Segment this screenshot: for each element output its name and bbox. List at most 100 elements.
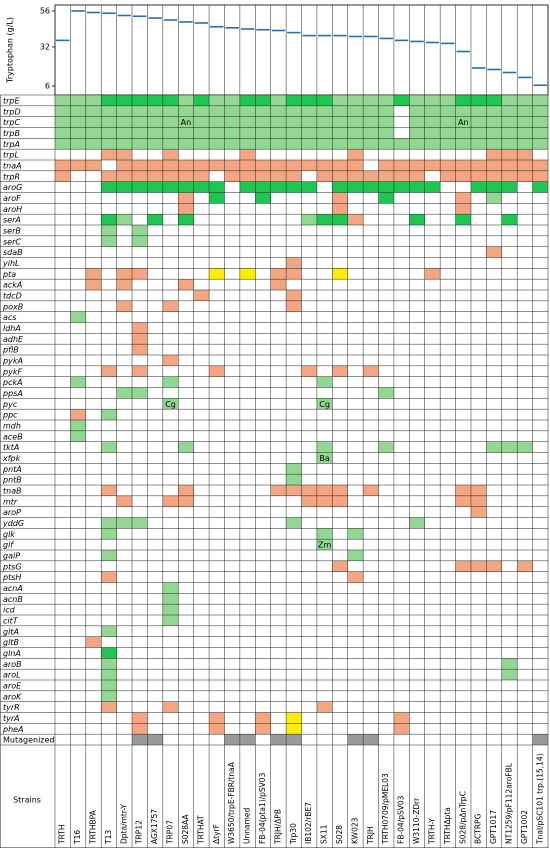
cell (255, 181, 271, 193)
cell (517, 95, 533, 106)
gene-label: ptsH (2, 573, 21, 582)
gene-label: citT (3, 616, 19, 625)
cell (101, 365, 117, 377)
cell (301, 495, 317, 507)
strain-label: TRJH/ΔPB (273, 809, 282, 845)
cell (517, 560, 533, 572)
cell (132, 268, 148, 280)
cell (178, 192, 194, 204)
cell (316, 127, 333, 139)
cell (517, 441, 533, 453)
cell (239, 95, 256, 106)
gene-label: trpA (3, 140, 20, 149)
cell (455, 214, 471, 225)
cell (470, 127, 487, 139)
cell (301, 138, 317, 150)
gene-label: pntB (2, 476, 22, 485)
strain-label: NT1259/pF112aroFBL (504, 762, 513, 844)
cell (162, 95, 179, 106)
gene-label: ackA (3, 281, 22, 290)
cell (470, 160, 487, 171)
strains-label: Strains (13, 796, 41, 805)
cell (224, 116, 240, 128)
cell (101, 669, 117, 680)
strain-label: S028AA (181, 814, 190, 844)
cell (224, 170, 240, 182)
y-axis-label: Tryptophan (g/L) (6, 17, 15, 84)
cell (132, 734, 148, 745)
cell (332, 203, 348, 215)
cell (347, 734, 364, 745)
cell (286, 290, 302, 301)
cell (470, 170, 487, 182)
strain-label: Dpta/mtr-Y (119, 804, 128, 844)
cell (332, 214, 348, 225)
cell (132, 116, 148, 128)
cell (486, 246, 502, 258)
cell (486, 116, 502, 128)
cell (147, 95, 163, 106)
cell (101, 225, 117, 236)
cell (116, 268, 133, 280)
cell (132, 105, 148, 117)
cell (209, 105, 225, 117)
cell (147, 170, 163, 182)
cell (316, 398, 333, 410)
cell (409, 105, 425, 117)
cell (116, 181, 133, 193)
cell (193, 170, 210, 182)
cell (347, 181, 364, 193)
cell (440, 138, 456, 150)
cell (455, 495, 471, 507)
cell (101, 149, 117, 160)
cell (347, 571, 364, 583)
gene-label: ppsA (2, 389, 23, 398)
cell (393, 160, 410, 171)
cell (255, 105, 271, 117)
cell (363, 95, 379, 106)
cell (224, 95, 240, 106)
gene-label: xfpk (2, 454, 21, 463)
cell (517, 116, 533, 128)
cell-note: Cg (165, 400, 176, 409)
cell (409, 181, 425, 193)
cell (101, 680, 117, 691)
cell (409, 95, 425, 106)
cell (162, 300, 179, 312)
cell (101, 701, 117, 713)
strain-label: KW023 (350, 817, 359, 844)
cell (178, 170, 194, 182)
cell-note: Zm (318, 541, 331, 550)
strain-label: GPT1002 (520, 810, 529, 844)
cell (101, 517, 117, 529)
cell (178, 495, 194, 507)
cell (286, 268, 302, 280)
cell (101, 181, 117, 193)
cell (424, 95, 441, 106)
cell (332, 181, 348, 193)
cell (501, 441, 518, 453)
cell (332, 365, 348, 377)
cell (239, 734, 256, 745)
cell (347, 528, 364, 540)
cell (301, 485, 317, 496)
cell (101, 105, 117, 117)
gene-label: serA (3, 216, 21, 225)
cell (501, 214, 518, 225)
cell (286, 181, 302, 193)
cell (132, 365, 148, 377)
cell (486, 192, 502, 204)
cell (470, 116, 487, 128)
cell (393, 181, 410, 193)
cell (440, 170, 456, 182)
cell (393, 95, 410, 106)
cell (517, 105, 533, 117)
y-tick-label: 56 (40, 7, 50, 16)
cell (486, 105, 502, 117)
cell (378, 105, 394, 117)
cell (178, 485, 194, 496)
cell (455, 127, 471, 139)
cell (347, 149, 364, 160)
gene-label: pntA (2, 465, 22, 474)
cell (55, 116, 71, 128)
